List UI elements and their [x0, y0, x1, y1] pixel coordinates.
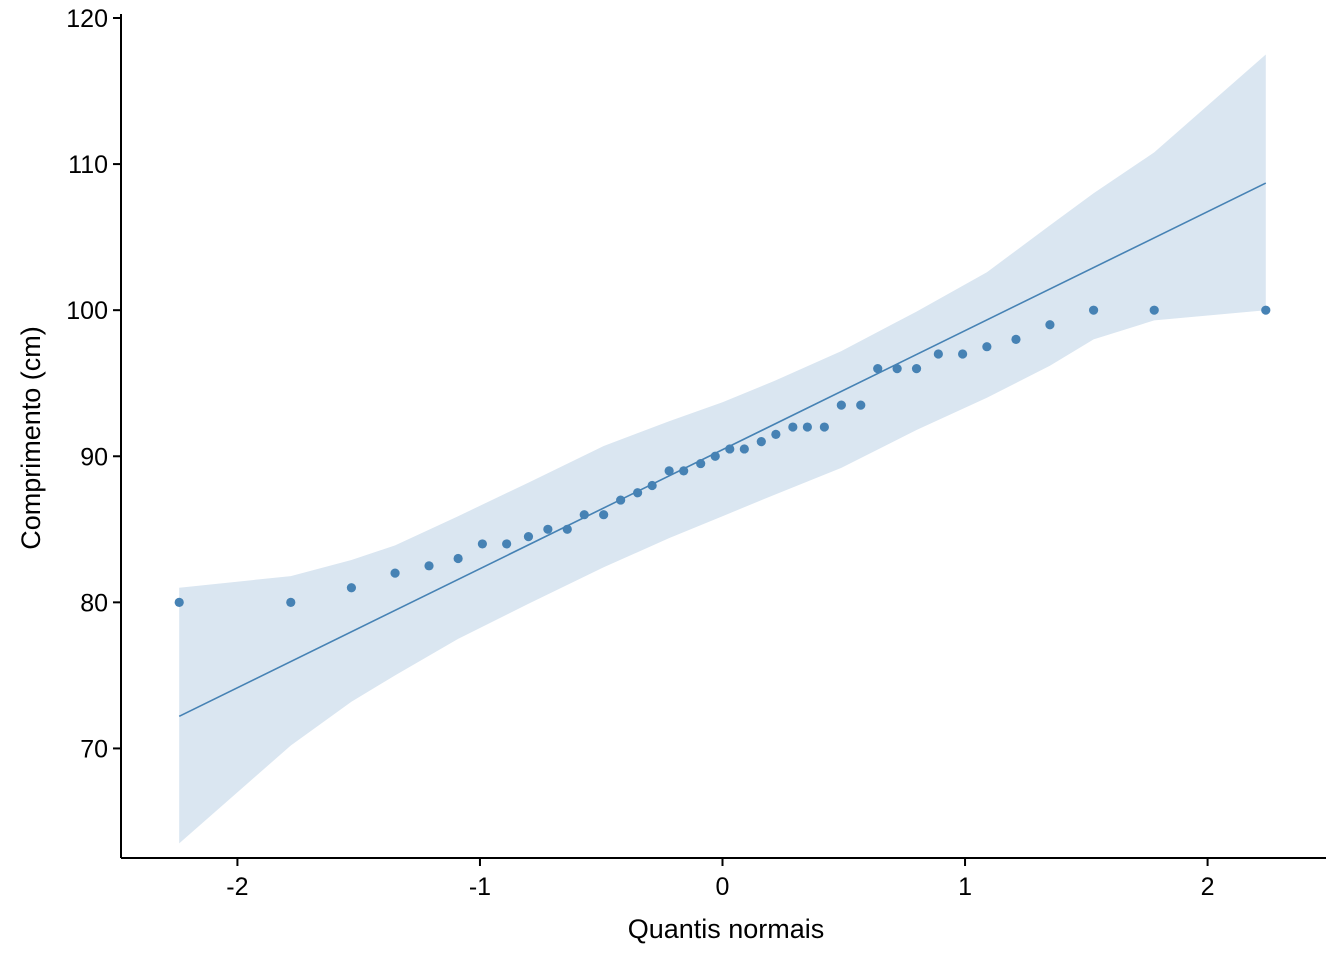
data-point: [836, 400, 846, 410]
data-point: [599, 510, 609, 520]
data-point: [1149, 305, 1159, 315]
y-tick-label: 80: [80, 589, 108, 617]
data-point: [958, 349, 968, 359]
y-tick-label: 120: [66, 5, 108, 33]
data-point: [819, 422, 829, 432]
data-point: [892, 364, 902, 374]
reference-line-layer: [178, 182, 1267, 718]
x-axis-title: Quantis normais: [628, 914, 825, 944]
data-point: [725, 444, 735, 454]
data-point: [453, 553, 463, 564]
data-point: [1011, 334, 1021, 344]
data-point: [174, 597, 184, 607]
data-point: [710, 451, 720, 461]
x-tick-label: 1: [958, 873, 972, 901]
reference-line: [178, 182, 1267, 718]
y-tick-label: 110: [68, 151, 108, 179]
data-points-layer: [174, 305, 1271, 607]
data-point: [523, 532, 534, 542]
data-point: [346, 583, 357, 593]
data-point: [739, 444, 749, 454]
data-point: [286, 597, 296, 607]
axes-layer: -2 -1 0 1 2 70 80 90 100 110 120: [66, 5, 1326, 901]
x-tick-label: 0: [716, 873, 730, 901]
data-point: [873, 364, 883, 374]
data-point: [390, 568, 400, 578]
data-point: [633, 488, 643, 498]
data-point: [579, 510, 589, 520]
y-axis-title: Comprimento (cm): [16, 326, 46, 550]
data-point: [1045, 320, 1055, 330]
data-point: [477, 539, 487, 549]
x-tick-label: -1: [469, 873, 491, 901]
data-point: [1261, 305, 1271, 315]
data-point: [424, 561, 434, 571]
data-point: [1088, 305, 1099, 315]
data-point: [664, 466, 674, 476]
data-point: [911, 364, 922, 374]
y-tick-label: 100: [66, 297, 108, 325]
y-tick-label: 90: [80, 443, 108, 471]
data-point: [647, 480, 657, 491]
x-tick-label: -2: [226, 873, 248, 901]
data-point: [562, 524, 572, 534]
data-point: [856, 400, 866, 410]
data-point: [802, 422, 812, 432]
data-point: [982, 342, 992, 352]
data-point: [543, 524, 553, 534]
data-point: [696, 458, 706, 469]
data-point: [616, 495, 626, 505]
data-point: [788, 422, 798, 432]
y-tick-label: 70: [80, 735, 108, 763]
data-point: [771, 429, 781, 439]
x-tick-label: 2: [1201, 873, 1215, 901]
data-point: [679, 466, 689, 476]
data-point: [502, 539, 512, 549]
data-point: [933, 349, 943, 359]
data-point: [756, 437, 766, 447]
